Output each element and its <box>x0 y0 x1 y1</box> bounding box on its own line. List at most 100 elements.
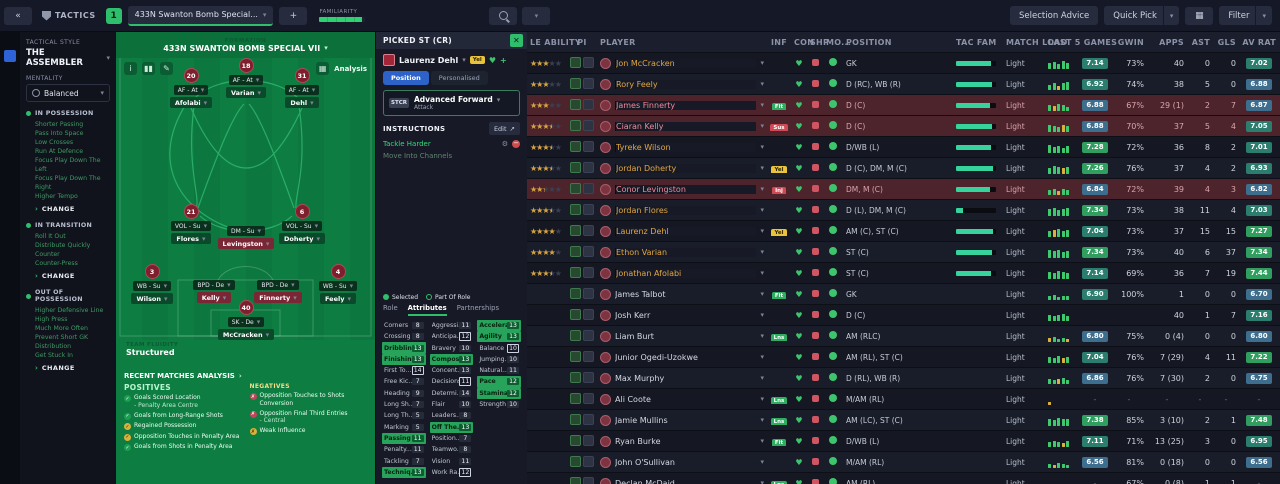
picked-player-dropdown[interactable]: Laurenz Dehl ▾ <box>399 56 466 65</box>
pitch-player[interactable]: 3 WB - Su ▾ Wilson ▾ <box>120 264 184 304</box>
player-role-chip[interactable]: AF - At ▾ <box>228 75 264 85</box>
player-cell[interactable]: Jordan Flores ▾ <box>597 204 767 216</box>
player-name-chip[interactable]: Doherty ▾ <box>279 233 325 244</box>
player-instruction[interactable]: Move Into Channels <box>376 150 527 162</box>
pitch-player[interactable]: BPD - De ▾ Kelly ▾ <box>182 280 246 303</box>
player-role-chip[interactable]: WB - Su ▾ <box>132 281 172 291</box>
tactic-slot-button[interactable]: 1 <box>105 7 122 24</box>
player-cell[interactable]: Jonathan Afolabi ▾ <box>597 267 767 279</box>
tab-role[interactable]: Role <box>383 303 398 312</box>
pitch-player[interactable]: 31 AF - At ▾ Dehl ▾ <box>270 68 334 108</box>
tactics-nav[interactable]: TACTICS <box>38 10 100 21</box>
table-row[interactable]: Ryan Burke ▾ Fit ♥ D/WB (L) Light 7.11 71% 13 (2… <box>527 431 1280 452</box>
player-name-chip[interactable]: Kelly ▾ <box>196 292 232 303</box>
player-cell[interactable]: James Talbot ▾ <box>597 288 767 300</box>
player-cell[interactable]: Junior Ogedi-Uzokwe ▾ <box>597 351 767 363</box>
tab-partnerships[interactable]: Partnerships <box>456 303 500 312</box>
table-row[interactable]: ★★★★★★★★★★ Conor Levingston▾ Inj ♥ DM, M (C)… <box>527 179 1280 200</box>
player-role-chip[interactable]: VOL - Su ▾ <box>281 221 323 231</box>
pitch-player[interactable]: BPD - De ▾ Finnerty ▾ <box>246 280 310 303</box>
table-row[interactable]: ★★★★★★★★★★ Tyreke Wilson▾ ♥ D/WB (L) Light 7.… <box>527 137 1280 158</box>
player-name-chip[interactable]: Dehl ▾ <box>285 97 319 108</box>
table-row[interactable]: James Talbot ▾ Fit ♥ GK Light 6.90 100% 1 0 0 6.70 <box>527 284 1280 305</box>
player-name-chip[interactable]: Flores ▾ <box>171 233 211 244</box>
back-button[interactable]: « <box>4 6 32 25</box>
table-row[interactable]: ★★★★★★★★★★ Jordan Doherty▾ Yel ♥ D (C), DM, … <box>527 158 1280 179</box>
view-dropdown[interactable]: ▾ <box>522 6 551 25</box>
selection-advice-button[interactable]: Selection Advice <box>1010 6 1099 25</box>
info-icon[interactable]: i <box>124 62 137 75</box>
table-row[interactable]: ★★★★★★★★★★ Jonathan Afolabi▾ ♥ ST (C) Light 7… <box>527 263 1280 284</box>
player-cell[interactable]: John O'Sullivan ▾ <box>597 456 767 468</box>
player-name-chip[interactable]: Finnerty ▾ <box>254 292 302 303</box>
player-cell[interactable]: Josh Kerr ▾ <box>597 309 767 321</box>
edit-pencil-icon[interactable]: ✎ <box>160 62 173 75</box>
table-row[interactable]: Liam Burt ▾ Lns ♥ AM (RLC) Light 6.80 75% 0 (4) 0… <box>527 326 1280 347</box>
tactic-name-dropdown[interactable]: 433N Swanton Bomb Special... ▾ <box>127 5 274 26</box>
pitch-player[interactable]: 4 WB - Su ▾ Feely ▾ <box>306 264 370 304</box>
table-row[interactable]: Declan McDaid ▾ Lns ♥ AM (RL) Light - 67% 0 (8) 1… <box>527 473 1280 484</box>
table-row[interactable]: Max Murphy ▾ ♥ D (RL), WB (R) Light 6.86 76% 7 … <box>527 368 1280 389</box>
formation-dropdown[interactable]: 433N SWANTON BOMB SPECIAL VII ▾ <box>163 44 327 53</box>
segment-position[interactable]: Position <box>383 71 429 85</box>
tactical-style-dropdown[interactable]: THE ASSEMBLER ▾ <box>26 48 110 68</box>
stats-icon[interactable]: ▮▮ <box>142 62 155 75</box>
mentality-dropdown[interactable]: Balanced ▾ <box>26 84 110 102</box>
player-name-chip[interactable]: Wilson ▾ <box>131 293 173 304</box>
table-row[interactable]: ★★★★★★★★★★ Rory Feely▾ ♥ D (RC), WB (R) Ligh… <box>527 74 1280 95</box>
add-tactic-button[interactable]: + <box>279 6 308 25</box>
analysis-toggle-icon[interactable]: ▦ <box>316 62 330 75</box>
pitch-player[interactable]: 21 VOL - Su ▾ Flores ▾ <box>159 204 223 244</box>
player-cell[interactable]: Rory Feely ▾ <box>597 78 767 90</box>
search-button[interactable] <box>489 6 518 25</box>
player-name-chip[interactable]: Feely ▾ <box>320 293 356 304</box>
grid-view-button[interactable]: ▦ <box>1185 6 1214 25</box>
pitch-player[interactable]: 40 SK - De ▾ McCracken ▾ <box>214 300 278 340</box>
table-row[interactable]: ★★★★★★★★★★Ciaran Kelly▾Sus♥D (C)Light6.8… <box>527 116 1280 137</box>
player-cell[interactable]: Laurenz Dehl ▾ <box>597 225 767 237</box>
quick-pick-dropdown[interactable]: ▾ <box>1162 6 1180 25</box>
player-cell[interactable]: James Finnerty ▾ <box>597 99 767 111</box>
table-row[interactable]: ★★★★★★★★★★ Jordan Flores▾ ♥ D (L), DM, M (C… <box>527 200 1280 221</box>
player-cell[interactable]: Jon McCracken ▾ <box>597 57 767 69</box>
player-cell[interactable]: Ryan Burke ▾ <box>597 435 767 447</box>
table-row[interactable]: ★★★★★★★★★★ Laurenz Dehl▾ Yel ♥ AM (C), ST (C… <box>527 221 1280 242</box>
player-role-chip[interactable]: WB - Su ▾ <box>318 281 358 291</box>
player-cell[interactable]: Jordan Doherty ▾ <box>597 162 767 174</box>
filter-button[interactable]: Filter ▾ <box>1219 6 1272 25</box>
quick-pick-button[interactable]: Quick Pick ▾ <box>1104 6 1180 25</box>
player-name-chip[interactable]: Varian ▾ <box>225 87 267 98</box>
edit-instructions-button[interactable]: Edit ↗ <box>488 122 520 135</box>
table-row[interactable]: ★★★★★★★★★★ James Finnerty▾ Fit ♥ D (C) Light 6… <box>527 95 1280 116</box>
role-dropdown[interactable]: STCR Advanced Forward ▾ Attack <box>383 90 520 116</box>
table-row[interactable]: ★★★★★★★★★★ Ethon Varian▾ ♥ ST (C) Light 7.34 7… <box>527 242 1280 263</box>
table-row[interactable]: Junior Ogedi-Uzokwe ▾ ♥ AM (RL), ST (C) Ligh… <box>527 347 1280 368</box>
player-name-chip[interactable]: Afolabi ▾ <box>169 97 213 108</box>
player-cell[interactable]: Liam Burt ▾ <box>597 330 767 342</box>
player-role-chip[interactable]: BPD - De ▾ <box>257 280 299 290</box>
gear-icon[interactable]: ⚙ <box>501 140 508 148</box>
pitch-player[interactable]: 20 AF - At ▾ Afolabi ▾ <box>159 68 223 108</box>
table-row[interactable]: Ali Coote ▾ Lns ♥ M/AM (RL) Light - - - - - - <box>527 389 1280 410</box>
table-row[interactable]: Jamie Mullins ▾ Lns ♥ AM (LC), ST (C) Light 7.… <box>527 410 1280 431</box>
player-name-chip[interactable]: McCracken ▾ <box>217 329 275 340</box>
segment-personalised[interactable]: Personalised <box>430 71 488 85</box>
player-role-chip[interactable]: DM - Su ▾ <box>227 226 265 236</box>
change-button[interactable]: › CHANGE <box>26 364 110 372</box>
change-button[interactable]: › CHANGE <box>26 272 110 280</box>
tab-attributes[interactable]: Attributes <box>407 304 447 316</box>
table-header-row[interactable]: LE ABILITY PI PLAYER INF CON SHP MO... POSITION… <box>527 32 1280 53</box>
change-button[interactable]: › CHANGE <box>26 205 110 213</box>
player-role-chip[interactable]: AF - At ▾ <box>173 85 209 95</box>
player-name-chip[interactable]: Levingston ▾ <box>217 238 275 249</box>
player-role-chip[interactable]: BPD - De ▾ <box>193 280 235 290</box>
filter-dropdown[interactable]: ▾ <box>1255 6 1272 25</box>
pitch-player[interactable]: 6 VOL - Su ▾ Doherty ▾ <box>270 204 334 244</box>
player-cell[interactable]: Conor Levingston ▾ <box>597 183 767 195</box>
table-row[interactable]: ★★★★★★★★★★ Jon McCracken▾ ♥ GK Light 7.14 73% 4… <box>527 53 1280 74</box>
player-instruction[interactable]: Tackle Harder ⚙ − <box>376 138 527 150</box>
player-cell[interactable]: Jamie Mullins ▾ <box>597 414 767 426</box>
player-cell[interactable]: Ali Coote ▾ <box>597 393 767 405</box>
table-row[interactable]: John O'Sullivan ▾ ♥ M/AM (RL) Light 6.56 81% 0 … <box>527 452 1280 473</box>
recent-matches-analysis-header[interactable]: RECENT MATCHES ANALYSIS › <box>124 372 367 380</box>
